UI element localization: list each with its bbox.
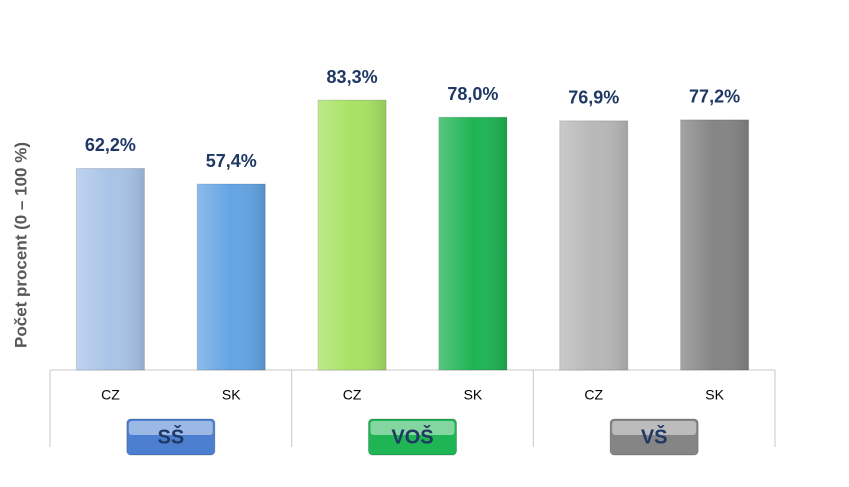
bar [680,119,750,371]
group-badge-shine [612,421,697,435]
value-label: 62,2% [85,135,136,155]
group-label: VOŠ [391,424,433,448]
group-badge [126,418,216,456]
group-badge-shine [128,421,213,435]
bar [438,116,508,371]
bar [196,183,266,371]
value-label: 76,9% [568,88,619,108]
group-label: SŠ [157,424,184,448]
value-label: 57,4% [206,151,257,171]
x-tick-label: CZ [101,387,120,403]
x-tick-label: SK [705,387,724,403]
group-label: VŠ [641,424,668,448]
x-tick-label: CZ [343,387,362,403]
group-badge [609,418,699,456]
group-badge [368,418,457,456]
group-badge-shine [370,421,455,435]
x-tick-label: SK [464,387,483,403]
x-tick-label: SK [222,387,241,403]
bar [75,167,145,371]
value-label: 78,0% [447,84,498,104]
value-label: 77,2% [689,87,740,107]
bar [559,120,629,371]
x-tick-label: CZ [584,387,603,403]
bar [317,99,387,371]
y-axis-label: Počet procent (0 – 100 %) [11,142,30,348]
value-label: 83,3% [327,67,378,87]
